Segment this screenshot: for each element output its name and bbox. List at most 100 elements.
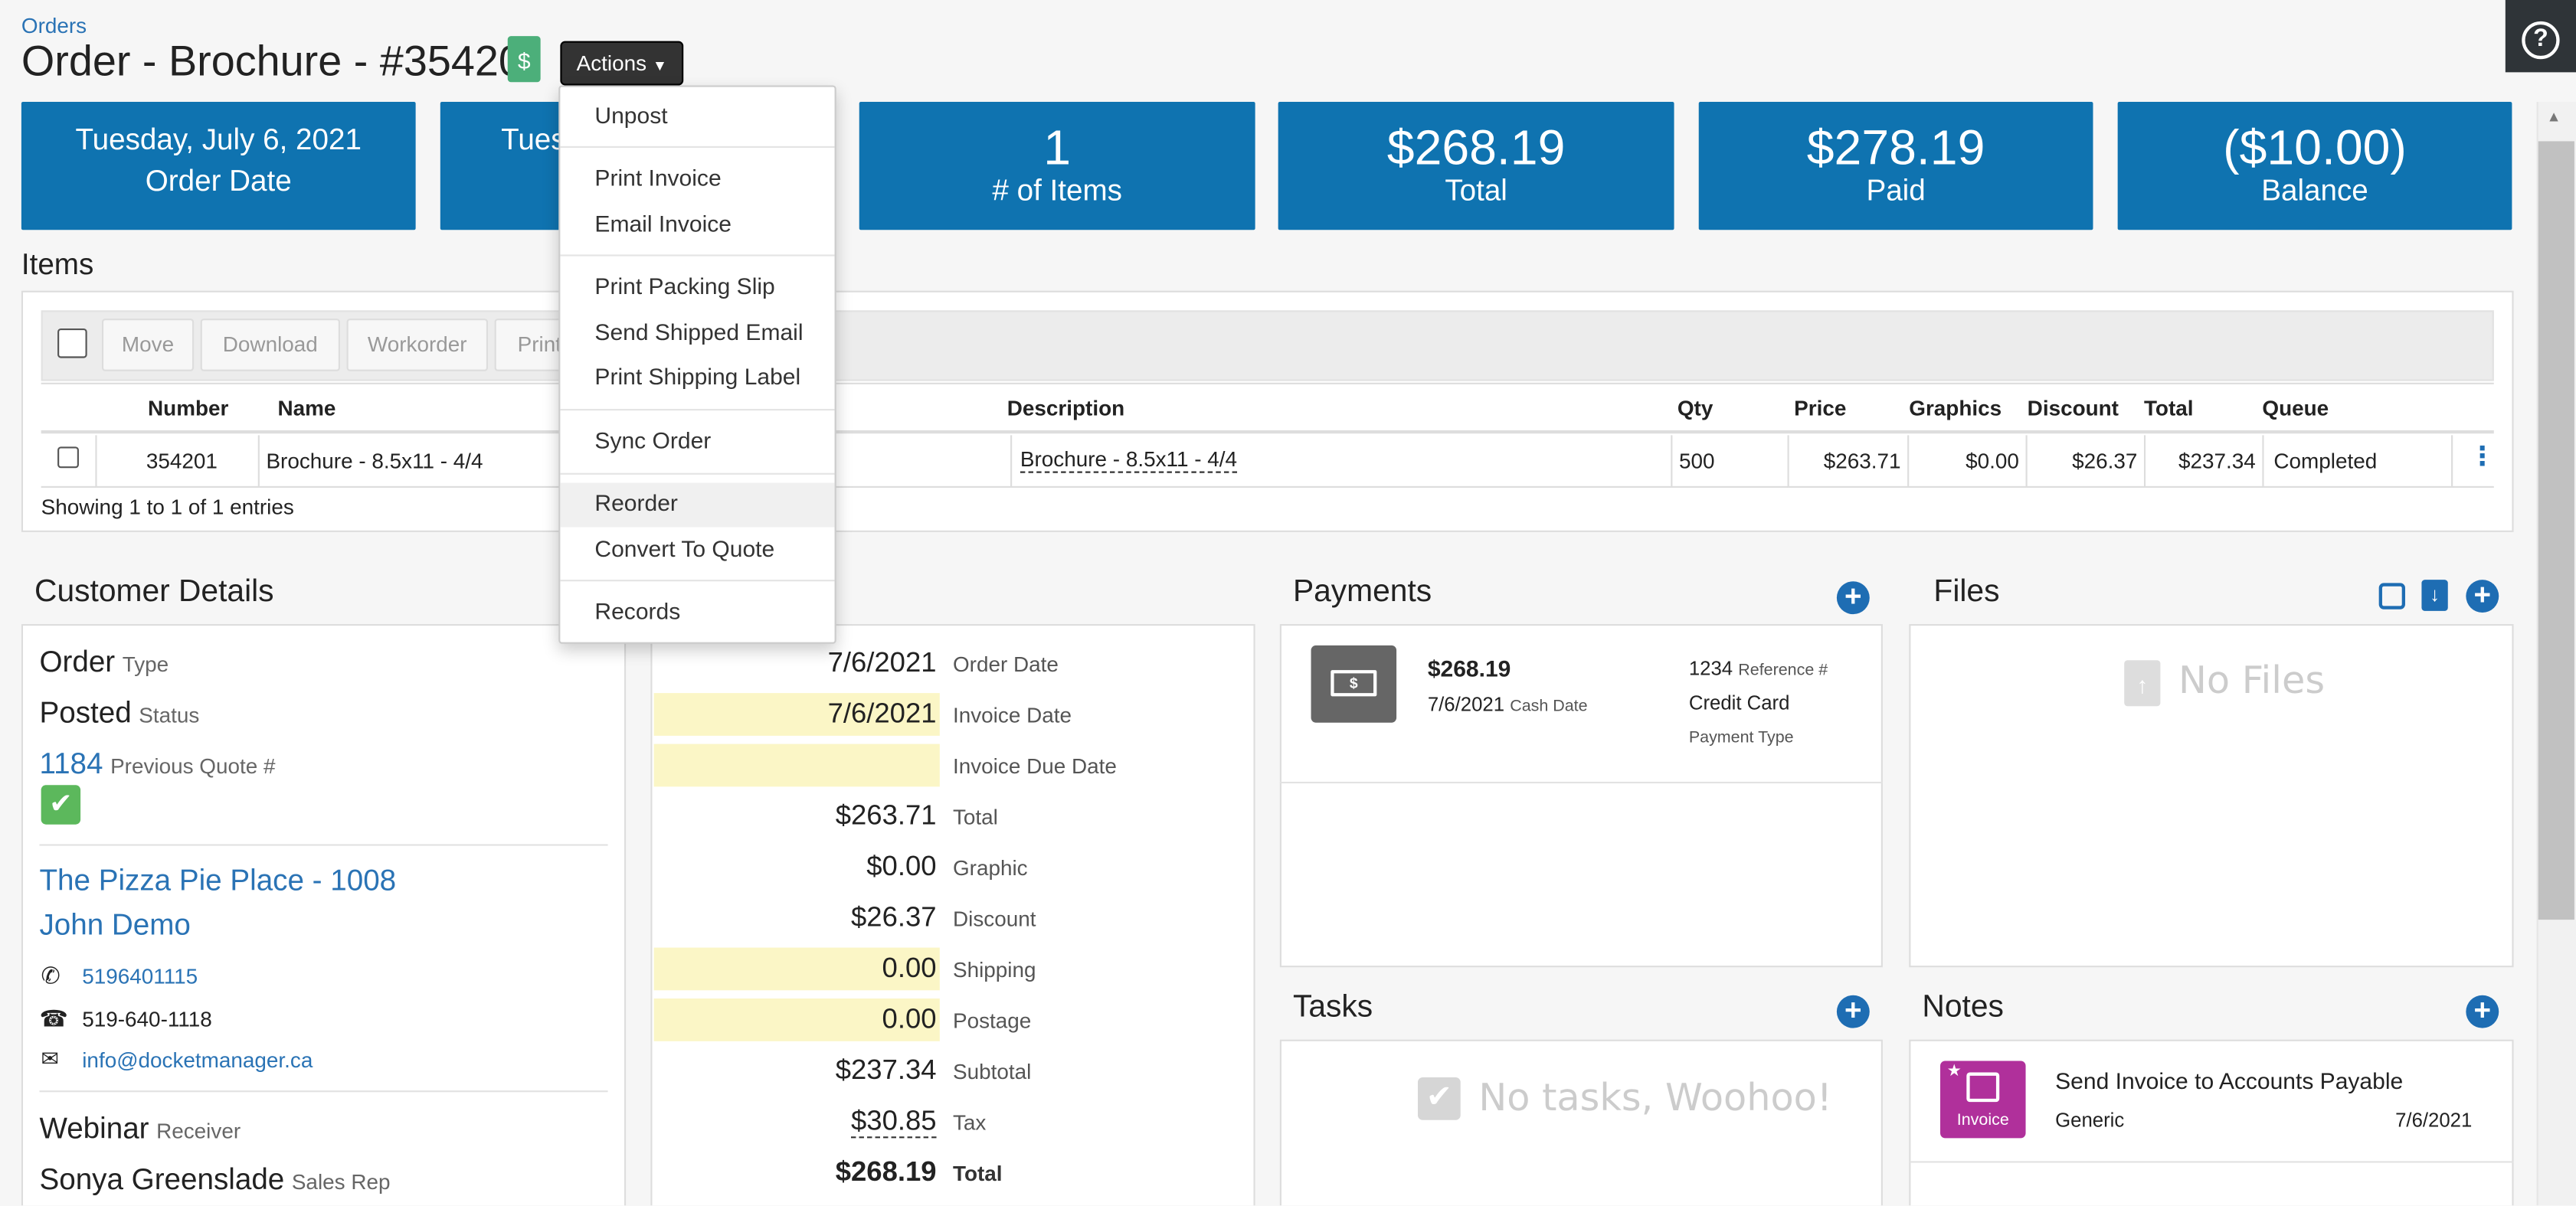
menu-item-email-invoice[interactable]: Email Invoice [594, 210, 732, 237]
cell-graphics: $0.00 [1966, 448, 2019, 473]
tax-value[interactable]: $30.85 [654, 1100, 940, 1143]
col-discount[interactable]: Discount [2027, 395, 2119, 421]
envelope-icon: ✉ [41, 1046, 60, 1071]
star-icon: ★ [1946, 1062, 1962, 1081]
divider [39, 1090, 608, 1093]
menu-divider [560, 580, 835, 582]
postage-input[interactable]: 0.00 [653, 998, 940, 1041]
cell-name[interactable]: Brochure - 8.5x11 - 4/4 [266, 448, 483, 473]
select-all-checkbox[interactable] [57, 328, 87, 358]
col-qty[interactable]: Qty [1677, 395, 1714, 421]
invoice-date-label: Invoice Date [952, 702, 1072, 728]
menu-item-send-shipped-email[interactable]: Send Shipped Email [594, 319, 804, 345]
tile-total-label: Total [1445, 174, 1507, 208]
add-task-icon[interactable]: + [1836, 995, 1870, 1028]
tile-invoice-date-value: Tues [501, 123, 566, 156]
move-button[interactable]: Move [101, 319, 195, 371]
caret-down-icon: ▼ [652, 57, 667, 74]
type-label: Type [122, 652, 169, 677]
email-link[interactable]: info@docketmanager.ca [82, 1047, 313, 1073]
question-circle-icon: ? [2522, 21, 2560, 60]
menu-item-reorder[interactable]: Reorder [594, 489, 678, 516]
graphic-label: Graphic [952, 855, 1028, 881]
menu-divider [560, 472, 835, 475]
actions-button[interactable]: Actions ▼ [560, 41, 684, 86]
menu-divider [560, 254, 835, 257]
shipping-input[interactable]: 0.00 [653, 947, 940, 991]
check-icon: ✔ [41, 785, 81, 825]
actions-label: Actions [576, 51, 647, 76]
reference-label: Reference # [1738, 662, 1828, 680]
status-value: Posted [39, 696, 132, 730]
vertical-ellipsis-icon[interactable]: ⋮ [2469, 443, 2496, 472]
grand-total-label: Total [952, 1161, 1003, 1186]
type-value: Order [39, 645, 116, 678]
menu-item-sync-order[interactable]: Sync Order [594, 427, 712, 453]
no-tasks-text: No tasks, Woohoo! [1478, 1077, 1832, 1120]
cell-divider [1010, 435, 1013, 489]
cell-description[interactable]: Brochure - 8.5x11 - 4/4 [1020, 447, 1238, 473]
col-description[interactable]: Description [1007, 395, 1125, 421]
select-files-checkbox[interactable] [2378, 583, 2405, 610]
scroll-up-arrow[interactable]: ▲ [2546, 108, 2561, 126]
menu-item-print-shipping-label[interactable]: Print Shipping Label [594, 363, 801, 390]
invoice-date-input[interactable]: 7/6/2021 [653, 693, 940, 736]
tile-order-date-label: Order Date [145, 164, 292, 198]
discount-label: Discount [952, 906, 1036, 932]
order-date-tile: Tuesday, July 6, 2021 Order Date [21, 101, 416, 230]
add-payment-icon[interactable]: + [1836, 580, 1870, 615]
total-label: Total [952, 804, 998, 830]
tile-order-date-value: Tuesday, July 6, 2021 [75, 123, 362, 156]
workorder-button[interactable]: Workorder [346, 319, 489, 371]
col-name[interactable]: Name [277, 395, 336, 421]
contact-link[interactable]: John Demo [39, 908, 191, 941]
table-row[interactable]: 354201 Brochure - 8.5x11 - 4/4 Brochure … [41, 435, 2496, 489]
items-heading: Items [21, 247, 94, 281]
help-button[interactable]: ? [2505, 0, 2576, 73]
add-file-icon[interactable]: + [2466, 579, 2499, 613]
cell-divider [1787, 435, 1789, 489]
payment-date-label: Cash Date [1510, 698, 1588, 717]
note-date: 7/6/2021 [2395, 1108, 2473, 1132]
invoice-due-date-input[interactable] [653, 744, 940, 787]
divider [39, 844, 608, 846]
receiver: Webinar Receiver [39, 1112, 241, 1146]
menu-item-convert-to-quote[interactable]: Convert To Quote [594, 535, 775, 562]
tax-amount[interactable]: $30.85 [851, 1105, 937, 1139]
previous-quote: 1184 Previous Quote # [39, 747, 275, 782]
shipping-label: Shipping [952, 957, 1036, 982]
col-graphics[interactable]: Graphics [1909, 395, 2002, 421]
menu-item-records[interactable]: Records [594, 597, 681, 625]
scrollbar-thumb[interactable] [2538, 141, 2574, 920]
download-button[interactable]: Download [200, 319, 340, 371]
sales-rep-label: Sales Rep [291, 1169, 391, 1195]
payment-date: 7/6/2021 Cash Date [1428, 693, 1588, 716]
payment-date-value: 7/6/2021 [1427, 693, 1505, 717]
file-upload-icon: ↑ [2124, 660, 2161, 707]
menu-item-unpost[interactable]: Unpost [594, 101, 668, 129]
menu-item-print-invoice[interactable]: Print Invoice [594, 164, 722, 191]
breadcrumb-orders[interactable]: Orders [21, 13, 87, 38]
dollar-document-icon[interactable]: $ [507, 36, 541, 83]
row-checkbox[interactable] [57, 446, 79, 469]
note-title[interactable]: Send Invoice to Accounts Payable [2055, 1067, 2404, 1094]
col-total[interactable]: Total [2143, 395, 2194, 421]
menu-item-print-packing-slip[interactable]: Print Packing Slip [594, 273, 775, 299]
cell-divider [2451, 435, 2453, 489]
download-file-icon[interactable]: ↓ [2421, 580, 2448, 611]
col-price[interactable]: Price [1794, 395, 1847, 421]
company-link[interactable]: The Pizza Pie Place - 1008 [39, 864, 397, 897]
payment-type-value: Credit Card [1688, 691, 1790, 714]
fax-icon: ☎ [39, 1005, 68, 1031]
order-status: Posted Status [39, 696, 199, 730]
previous-quote-link[interactable]: 1184 [39, 747, 103, 780]
phone-link[interactable]: 5196401115 [82, 963, 198, 989]
discount-value: $26.37 [851, 901, 937, 933]
customer-details-heading: Customer Details [34, 574, 274, 610]
notes-heading: Notes [1922, 990, 2004, 1025]
tile-balance-label: Balance [2261, 174, 2368, 208]
col-queue[interactable]: Queue [2262, 395, 2329, 421]
col-number[interactable]: Number [148, 395, 229, 421]
fax-number: 519-640-1118 [82, 1006, 212, 1031]
add-note-icon[interactable]: + [2466, 995, 2499, 1028]
